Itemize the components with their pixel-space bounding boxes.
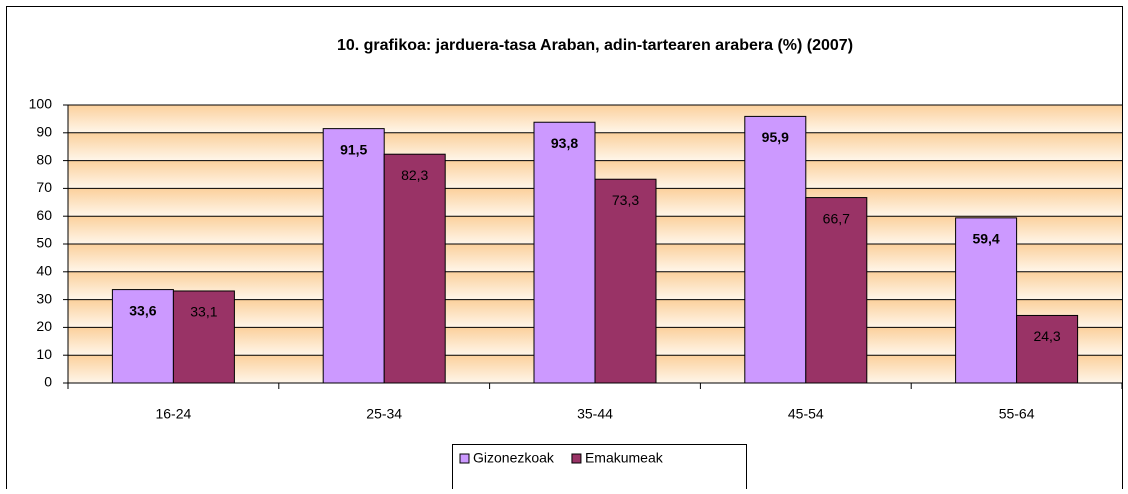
legend-swatch <box>459 453 470 464</box>
y-tick-label: 0 <box>44 374 52 390</box>
bar <box>955 217 1018 384</box>
y-tick-label: 100 <box>29 96 53 112</box>
y-tick-label: 90 <box>36 124 52 140</box>
legend <box>452 444 747 494</box>
bar <box>744 115 807 384</box>
y-tick-label: 10 <box>36 346 52 362</box>
bar <box>383 153 446 384</box>
legend-label: Emakumeak <box>585 450 664 466</box>
bar <box>594 178 657 384</box>
bar <box>805 197 868 384</box>
legend-swatch <box>571 453 582 464</box>
data-label: 95,9 <box>762 129 789 145</box>
data-label: 33,6 <box>129 302 156 318</box>
data-label: 66,7 <box>823 210 850 226</box>
y-tick-label: 50 <box>36 235 52 251</box>
y-tick-label: 20 <box>36 318 52 334</box>
data-label: 91,5 <box>340 141 367 157</box>
y-tick-label: 80 <box>36 151 52 167</box>
y-tick-label: 40 <box>36 263 52 279</box>
bar <box>533 121 596 384</box>
data-label: 59,4 <box>972 231 999 247</box>
chart-title: 10. grafikoa: jarduera-tasa Araban, adin… <box>337 37 853 54</box>
x-tick-label: 35-44 <box>577 406 613 422</box>
y-tick-label: 70 <box>36 179 52 195</box>
bar <box>111 289 174 384</box>
bar <box>322 128 385 384</box>
bar <box>172 290 235 384</box>
data-label: 93,8 <box>551 135 578 151</box>
bar <box>1016 314 1079 384</box>
data-label: 33,1 <box>190 304 217 320</box>
data-label: 24,3 <box>1033 328 1060 344</box>
x-tick-label: 25-34 <box>366 406 402 422</box>
x-tick-label: 45-54 <box>788 406 824 422</box>
y-tick-label: 60 <box>36 207 52 223</box>
legend-label: Gizonezkoak <box>473 450 555 466</box>
x-tick-label: 16-24 <box>155 406 191 422</box>
data-label: 82,3 <box>401 167 428 183</box>
data-label: 73,3 <box>612 192 639 208</box>
x-tick-label: 55-64 <box>999 406 1035 422</box>
y-tick-label: 30 <box>36 290 52 306</box>
